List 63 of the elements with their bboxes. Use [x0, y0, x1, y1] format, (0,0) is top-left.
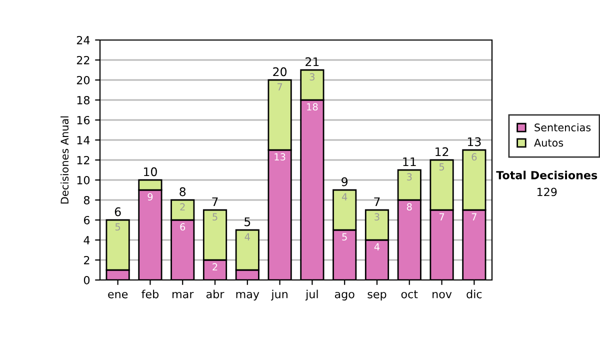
- data-label: 9: [148, 193, 153, 201]
- total-label: 21: [306, 57, 319, 66]
- total-label: 9: [342, 177, 348, 186]
- y-tick-label: 0: [84, 276, 90, 284]
- x-tick-label: may: [236, 292, 260, 300]
- x-tick-label: jun: [271, 290, 288, 300]
- data-label: 6: [472, 153, 477, 161]
- data-label: 5: [115, 223, 120, 231]
- data-label: 3: [407, 173, 412, 181]
- legend-label: Autos: [534, 138, 564, 147]
- y-tick-label: 22: [76, 56, 90, 64]
- data-label: 7: [278, 83, 282, 90]
- text: 129: [537, 188, 557, 196]
- y-tick-label: 14: [77, 136, 90, 144]
- total-label: 20: [273, 67, 287, 76]
- data-label: 4: [244, 233, 250, 240]
- total-label: 7: [212, 197, 218, 206]
- data-label: 7: [439, 213, 444, 220]
- data-label: 3: [310, 73, 315, 81]
- y-tick-label: 18: [77, 96, 90, 104]
- total-label: 5: [244, 217, 250, 226]
- y-tick-label: 4: [84, 236, 90, 244]
- y-tick-label: 2: [84, 256, 90, 264]
- total-label: 10: [144, 167, 157, 176]
- data-label: 3: [374, 213, 380, 221]
- y-tick-label: 10: [77, 176, 90, 184]
- data-label: 18: [307, 103, 318, 111]
- data-label: 6: [180, 223, 186, 231]
- x-tick-label: sep: [368, 292, 386, 300]
- data-label: 4: [374, 243, 380, 250]
- y-axis-title: Decisiones Anual: [60, 116, 69, 204]
- total-label: 7: [374, 197, 380, 206]
- data-label: 13: [274, 153, 286, 161]
- total-label: 11: [403, 157, 416, 166]
- total-label: 12: [436, 147, 448, 156]
- text: Total Decisiones: [496, 170, 598, 180]
- y-tick-label: 8: [84, 196, 90, 204]
- x-tick-label: nov: [432, 292, 452, 298]
- y-tick-label: 20: [76, 76, 90, 84]
- y-tick-label: 24: [76, 36, 90, 44]
- data-label: 7: [472, 213, 476, 220]
- x-tick-label: oct: [401, 290, 418, 298]
- x-tick-label: feb: [142, 290, 159, 298]
- data-label: 5: [342, 233, 347, 241]
- data-label: 5: [439, 163, 444, 171]
- legend-label: Sentencias: [534, 123, 591, 132]
- data-label: 5: [212, 213, 218, 221]
- data-label: 4: [342, 193, 348, 200]
- x-tick-label: mar: [172, 292, 194, 298]
- x-tick-label: ago: [334, 292, 354, 300]
- x-tick-label: jul: [305, 290, 318, 300]
- x-tick-label: abr: [206, 290, 224, 298]
- total-label: 8: [180, 187, 186, 196]
- x-tick-label: dic: [466, 290, 482, 298]
- data-label: 8: [406, 203, 412, 211]
- y-tick-label: 6: [84, 216, 90, 224]
- data-label: 2: [212, 263, 218, 270]
- data-label: 2: [180, 203, 185, 210]
- y-tick-label: 16: [77, 116, 90, 124]
- y-tick-label: 12: [77, 156, 90, 164]
- total-label: 13: [468, 137, 481, 146]
- total-label: 6: [114, 207, 121, 216]
- x-tick-label: ene: [108, 292, 128, 298]
